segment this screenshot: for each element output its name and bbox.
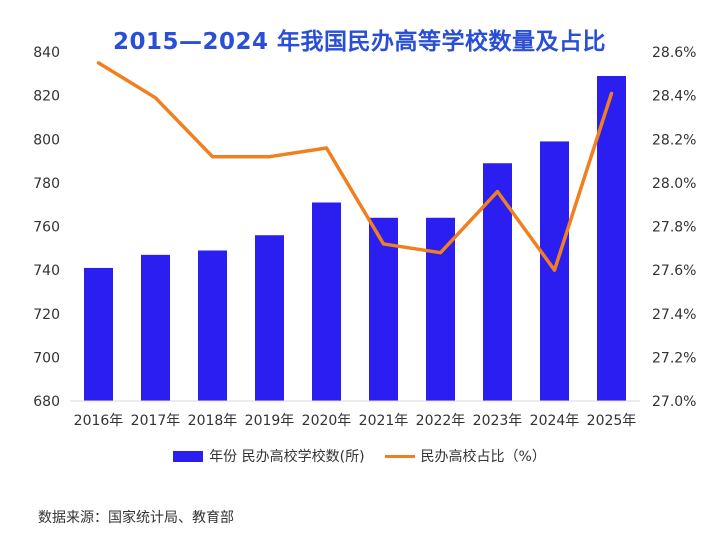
data-source: 数据来源：国家统计局、教育部 xyxy=(38,510,234,526)
line-series xyxy=(96,61,614,272)
right-tick-label: 27.4% xyxy=(652,307,696,323)
left-tick-label: 720 xyxy=(33,307,60,323)
left-tick-label: 800 xyxy=(33,132,60,148)
x-tick-label: 2017年 xyxy=(131,413,181,429)
bar xyxy=(312,202,341,401)
bar xyxy=(84,267,113,401)
legend: 年份 民办高校学校数(所) 民办高校占比（%） xyxy=(0,446,719,466)
bar xyxy=(198,250,227,401)
x-tick-label: 2025年 xyxy=(587,413,637,429)
right-tick-label: 27.8% xyxy=(652,220,696,236)
legend-label-bar: 年份 民办高校学校数(所) xyxy=(209,449,365,465)
x-axis-labels: 2016年 2017年 2018年 2019年 2020年 2021年 2022年 2023年… xyxy=(70,400,640,429)
right-tick-label: 27.0% xyxy=(652,394,696,410)
bar xyxy=(426,217,455,401)
bar xyxy=(255,235,284,401)
legend-swatch-line xyxy=(384,454,415,458)
x-tick-label: 2022年 xyxy=(416,413,466,429)
line-path xyxy=(96,61,614,272)
x-tick-label: 2023年 xyxy=(473,413,523,429)
left-tick-label: 760 xyxy=(33,220,60,236)
right-tick-label: 27.6% xyxy=(652,263,696,279)
right-tick-label: 28.4% xyxy=(652,89,696,105)
legend-item-bar: 年份 民办高校学校数(所) xyxy=(173,446,365,466)
left-axis: 680 700 720 740 760 780 800 820 840 xyxy=(33,45,60,410)
right-tick-label: 28.0% xyxy=(652,176,696,192)
left-tick-label: 780 xyxy=(33,176,60,192)
legend-swatch-bar xyxy=(173,450,204,462)
bar xyxy=(483,163,512,401)
x-tick-label: 2021年 xyxy=(359,413,409,429)
left-tick-label: 680 xyxy=(33,394,60,410)
legend-item-line: 民办高校占比（%） xyxy=(384,446,546,466)
bar xyxy=(141,254,170,401)
x-tick-label: 2020年 xyxy=(302,413,352,429)
legend-label-line: 民办高校占比（%） xyxy=(420,449,546,465)
bar-series xyxy=(84,75,626,402)
right-axis: 27.0% 27.2% 27.4% 27.6% 27.8% 28.0% 28.2% 28.4%… xyxy=(652,45,696,410)
right-tick-label: 27.2% xyxy=(652,350,696,366)
x-tick-label: 2018年 xyxy=(188,413,238,429)
x-tick-label: 2016年 xyxy=(74,413,124,429)
right-tick-label: 28.6% xyxy=(652,45,696,61)
left-tick-label: 840 xyxy=(33,45,60,61)
left-tick-label: 740 xyxy=(33,263,60,279)
left-tick-label: 820 xyxy=(33,89,60,105)
left-tick-label: 700 xyxy=(33,350,60,366)
x-tick-label: 2019年 xyxy=(245,413,295,429)
x-tick-label: 2024年 xyxy=(530,413,580,429)
right-tick-label: 28.2% xyxy=(652,132,696,148)
bar xyxy=(369,217,398,401)
bar xyxy=(597,75,626,402)
chart-title: 2015—2024 年我国民办高等学校数量及占比 xyxy=(112,29,607,55)
